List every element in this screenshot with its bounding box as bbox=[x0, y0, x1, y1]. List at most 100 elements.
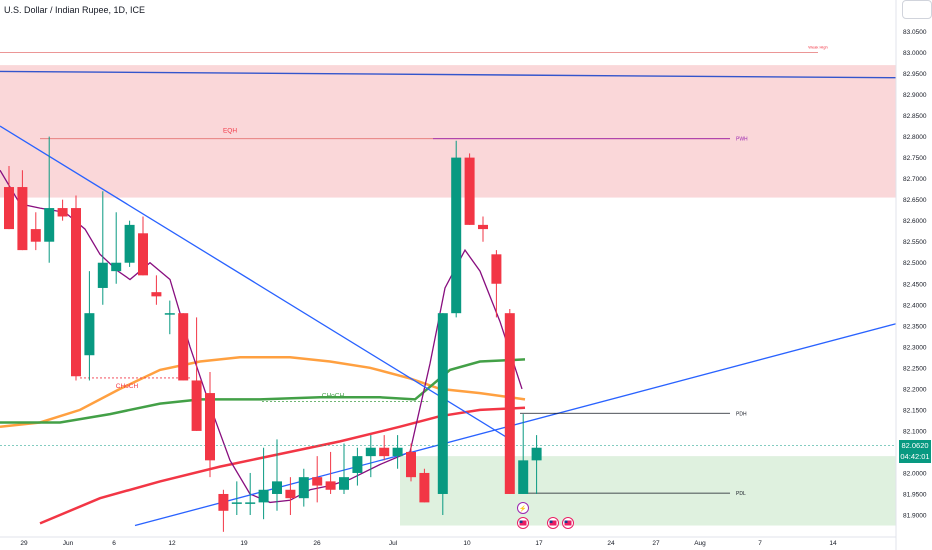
candle bbox=[258, 447, 269, 520]
y-tick-label: 82.1000 bbox=[903, 428, 927, 435]
candle-body bbox=[491, 254, 502, 284]
candle-body bbox=[437, 313, 448, 494]
candle-body bbox=[97, 262, 108, 288]
x-tick-label: Jun bbox=[63, 540, 74, 547]
dividend-event-icon: ⚡ bbox=[517, 502, 529, 514]
x-tick-label: 12 bbox=[168, 540, 176, 547]
candle-body bbox=[138, 233, 148, 276]
flag-stripes bbox=[549, 520, 557, 526]
candle bbox=[504, 308, 515, 494]
choch-red-label: CHoCH bbox=[116, 383, 139, 390]
time-axis[interactable]: 29 Jun 6 12 19 26 Jul 10 17 24 27 Aug 7 14 bbox=[0, 536, 896, 547]
candle-body bbox=[218, 493, 229, 511]
y-tick-label: 81.9000 bbox=[903, 513, 927, 520]
zones-layer bbox=[0, 65, 896, 526]
candle-body bbox=[406, 451, 416, 478]
y-tick-label: 82.9500 bbox=[903, 71, 927, 78]
candle bbox=[245, 472, 256, 515]
candle bbox=[138, 216, 148, 276]
candle bbox=[231, 481, 242, 515]
x-tick-label: 10 bbox=[463, 540, 471, 547]
candle-body bbox=[298, 477, 309, 499]
candle-body bbox=[518, 460, 529, 494]
pwh-label: PWH bbox=[736, 137, 748, 143]
pdh-label: PDH bbox=[736, 411, 747, 417]
candle bbox=[57, 199, 68, 221]
candle bbox=[272, 439, 282, 511]
x-tick-label: 7 bbox=[758, 540, 762, 547]
candle-body bbox=[178, 313, 189, 381]
x-tick-label: Jul bbox=[389, 540, 398, 547]
candle bbox=[325, 451, 336, 494]
flag-canton bbox=[564, 520, 568, 523]
y-tick-label: 82.3500 bbox=[903, 323, 927, 330]
candle-body bbox=[231, 502, 242, 504]
candle bbox=[218, 489, 229, 532]
candle-body bbox=[17, 187, 28, 251]
y-tick-label: 83.0500 bbox=[903, 29, 927, 36]
y-tick-label: 82.3000 bbox=[903, 344, 927, 351]
candle bbox=[312, 456, 323, 503]
candle bbox=[365, 435, 376, 478]
candle bbox=[4, 166, 14, 230]
candle bbox=[478, 216, 488, 242]
candle-body bbox=[379, 447, 390, 457]
candle-body bbox=[124, 224, 135, 263]
candle bbox=[84, 271, 95, 381]
green-ma-line bbox=[0, 358, 526, 424]
y-tick-label: 82.9000 bbox=[903, 92, 927, 99]
us-flag-event-icon bbox=[562, 517, 574, 529]
candle bbox=[298, 468, 309, 507]
candle-body bbox=[464, 157, 475, 225]
candle bbox=[392, 435, 403, 469]
y-tick-label: 81.9500 bbox=[903, 491, 927, 498]
y-tick-label: 82.5500 bbox=[903, 239, 927, 246]
orange-ma-line bbox=[0, 356, 526, 428]
candle bbox=[339, 443, 349, 494]
candle-body bbox=[365, 447, 376, 457]
candle-body bbox=[30, 229, 41, 242]
y-tick-label: 82.2000 bbox=[903, 386, 927, 393]
candle bbox=[111, 212, 122, 284]
supply-zone bbox=[0, 65, 896, 198]
x-tick-label: 14 bbox=[829, 540, 837, 547]
candle-body bbox=[151, 292, 162, 297]
candle-body bbox=[111, 262, 122, 272]
x-tick-label: 24 bbox=[607, 540, 615, 547]
candle bbox=[419, 468, 430, 503]
horizontal-resistance bbox=[0, 70, 897, 79]
candle bbox=[379, 435, 390, 461]
x-tick-label: 6 bbox=[112, 540, 116, 547]
candle bbox=[285, 477, 296, 515]
candle bbox=[151, 275, 162, 305]
price-axis[interactable]: 83.0500 83.0000 82.9500 82.9000 82.8500 82.80… bbox=[895, 0, 927, 550]
x-tick-label: 26 bbox=[313, 540, 321, 547]
y-tick-label: 82.4500 bbox=[903, 281, 927, 288]
candle bbox=[406, 443, 416, 482]
candle bbox=[352, 447, 363, 486]
candle bbox=[451, 140, 462, 318]
y-tick-label: 82.7000 bbox=[903, 176, 927, 183]
candle bbox=[17, 170, 28, 251]
candle bbox=[97, 191, 108, 305]
last-price-tag: 82.0620 04:42:01 bbox=[899, 440, 931, 463]
candles-layer bbox=[4, 136, 542, 532]
y-tick-label: 82.8500 bbox=[903, 113, 927, 120]
countdown-timer: 04:42:01 bbox=[900, 452, 930, 461]
candle-body bbox=[245, 502, 256, 504]
candle-body bbox=[339, 477, 349, 490]
y-tick-label: 82.1500 bbox=[903, 407, 927, 414]
candle bbox=[178, 313, 189, 381]
candle bbox=[531, 435, 542, 494]
pdl-label: PDL bbox=[736, 491, 746, 497]
y-tick-label: 82.7500 bbox=[903, 155, 927, 162]
y-tick-label: 82.6500 bbox=[903, 197, 927, 204]
settings-button[interactable] bbox=[902, 0, 932, 19]
flag-stripes bbox=[519, 520, 527, 526]
candle-body bbox=[392, 447, 403, 457]
chart-title: U.S. Dollar / Indian Rupee, 1D, ICE bbox=[4, 5, 146, 15]
x-tick-label: 27 bbox=[652, 540, 660, 547]
candle-body bbox=[352, 456, 363, 473]
candle-body bbox=[164, 313, 175, 315]
